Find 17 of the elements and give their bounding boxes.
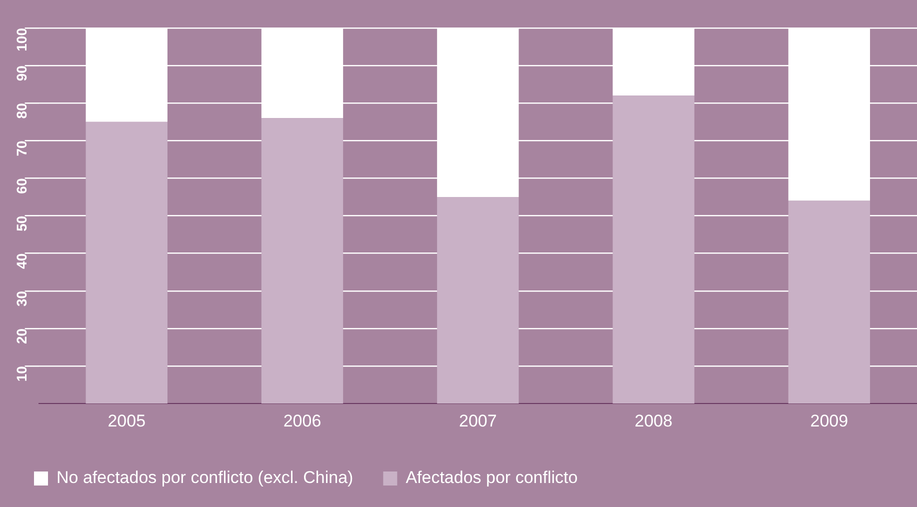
y-tick-label: 60 [14, 178, 30, 194]
y-tick-label: 80 [14, 102, 30, 119]
legend-label: Afectados por conflicto [406, 468, 578, 488]
y-tick-label: 100 [14, 28, 30, 52]
x-tick-label: 2007 [458, 411, 497, 430]
x-tick-label: 2005 [108, 411, 146, 430]
x-tick-label: 2008 [634, 411, 672, 430]
legend-label: No afectados por conflicto (excl. China) [56, 468, 354, 488]
y-tick-label: 30 [14, 290, 30, 306]
y-tick-label: 70 [14, 140, 30, 156]
x-tick-label: 2009 [810, 411, 848, 430]
y-tick-label: 90 [14, 65, 30, 82]
y-tick-label: 20 [14, 328, 30, 344]
y-tick-label: 10 [14, 366, 30, 382]
y-tick-label: 40 [14, 253, 30, 269]
y-tick-label: 50 [14, 216, 30, 232]
x-tick-label: 2006 [283, 411, 322, 430]
